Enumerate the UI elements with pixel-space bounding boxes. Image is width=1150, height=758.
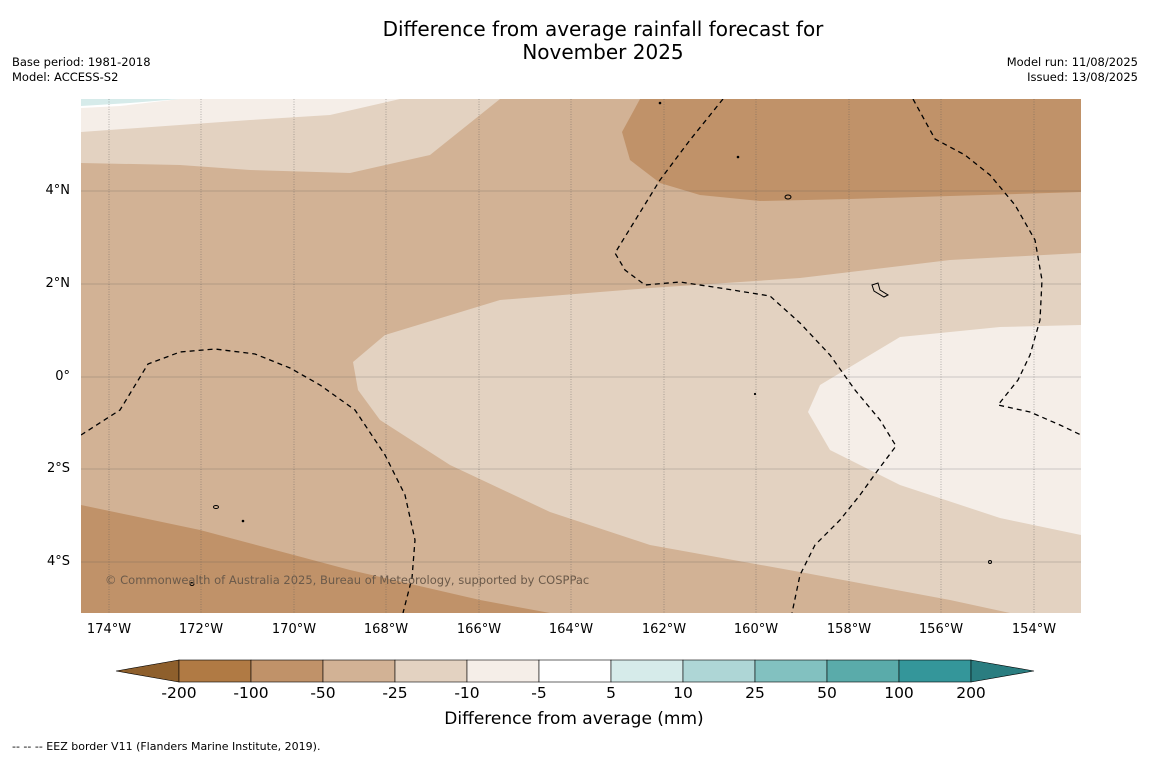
colorbar-segment [682, 659, 756, 683]
colorbar [115, 659, 1035, 683]
lat-label-4n: 4°N [45, 183, 71, 198]
lat-label-0: 0° [55, 369, 70, 384]
meta-right: Model run: 11/08/2025 Issued: 13/08/2025 [1007, 55, 1138, 85]
model-run: Model run: 11/08/2025 [1006, 55, 1138, 69]
colorbar-extend-low [115, 659, 180, 683]
colorbar-segment [178, 659, 252, 683]
island-southwest [213, 505, 219, 509]
lat-label-4s: 4°S [46, 554, 70, 569]
lon-label-166w: 166°W [456, 622, 502, 637]
lon-label-154w: 154°W [1011, 622, 1057, 637]
colorbar-segments [178, 659, 972, 683]
cbar-tick: -200 [161, 684, 197, 702]
band-north-lighter [81, 99, 400, 132]
lon-label-156w: 156°W [918, 622, 964, 637]
chart-title: Difference from average rainfall forecas… [300, 18, 906, 64]
lat-label-2s: 2°S [46, 461, 70, 476]
islands [189, 101, 992, 586]
lon-label-162w: 162°W [641, 622, 687, 637]
island-dot-1 [736, 155, 740, 159]
map-fill-layer [81, 99, 1081, 613]
colorbar-title: Difference from average (mm) [444, 709, 704, 729]
meta-left: Base period: 1981-2018 Model: ACCESS-S2 [12, 55, 151, 85]
lat-label-2n: 2°N [45, 276, 71, 291]
title-line-1: Difference from average rainfall forecas… [382, 17, 824, 41]
island-dot-4 [753, 392, 757, 396]
band-east-lighter [808, 325, 1081, 535]
lon-label-170w: 170°W [271, 622, 317, 637]
colorbar-segment [466, 659, 540, 683]
cbar-tick: -50 [310, 684, 336, 702]
colorbar-segment [250, 659, 324, 683]
cbar-tick: 200 [956, 684, 986, 702]
island-south [189, 582, 195, 586]
colorbar-segment [826, 659, 900, 683]
band-north-light [81, 99, 1081, 173]
colorbar-segment [898, 659, 972, 683]
copyright-notice: © Commonwealth of Australia 2025, Bureau… [105, 573, 589, 587]
island-southeast [988, 560, 992, 564]
patch-teal-corner [81, 99, 180, 106]
cbar-tick: 10 [673, 684, 693, 702]
lon-label-158w: 158°W [826, 622, 872, 637]
lon-label-172w: 172°W [178, 622, 224, 637]
island-north [784, 194, 792, 200]
cbar-tick: 100 [884, 684, 914, 702]
cbar-tick: -25 [382, 684, 408, 702]
title-line-2: November 2025 [522, 40, 684, 64]
cbar-tick: -5 [531, 684, 547, 702]
lon-label-168w: 168°W [363, 622, 409, 637]
base-period: Base period: 1981-2018 [12, 55, 151, 69]
island-dot-3 [241, 519, 245, 523]
colorbar-segment [394, 659, 468, 683]
colorbar-extend-high [970, 659, 1035, 683]
model-name: Model: ACCESS-S2 [12, 70, 119, 84]
eez-borders [81, 99, 1081, 613]
lon-label-164w: 164°W [548, 622, 594, 637]
lon-label-174w: 174°W [86, 622, 132, 637]
colorbar-segment [610, 659, 684, 683]
eez-border-east [912, 99, 1081, 436]
island-atoll [871, 282, 890, 298]
island-dot-2 [658, 101, 662, 105]
lon-label-160w: 160°W [733, 622, 779, 637]
patch-northeast-dark [622, 99, 1081, 201]
eez-border-west [81, 348, 416, 613]
cbar-tick: -100 [233, 684, 269, 702]
issued-date: Issued: 13/08/2025 [1027, 70, 1138, 84]
cbar-tick: 25 [745, 684, 765, 702]
eez-footnote: -- -- -- EEZ border V11 (Flanders Marine… [12, 740, 321, 753]
colorbar-segment [538, 659, 612, 683]
cbar-tick: 5 [606, 684, 616, 702]
gridlines [81, 99, 1081, 613]
cbar-tick: -10 [454, 684, 480, 702]
cbar-tick: 50 [817, 684, 837, 702]
eez-border-central [614, 99, 897, 613]
band-south-dark [81, 505, 550, 613]
colorbar-segment [322, 659, 396, 683]
colorbar-segment [754, 659, 828, 683]
